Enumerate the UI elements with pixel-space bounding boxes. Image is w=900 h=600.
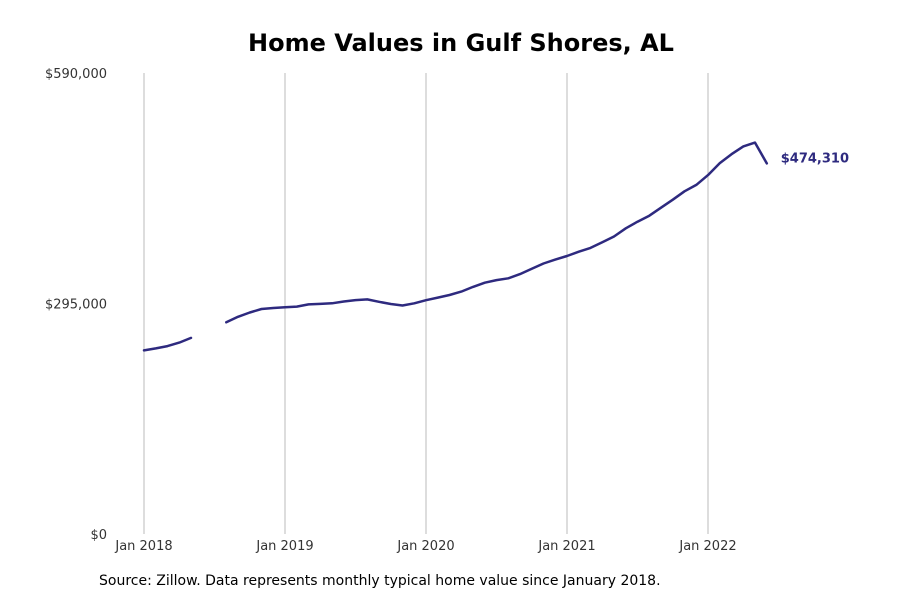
y-tick-label: $295,000 [45, 298, 107, 313]
x-tick-label: Jan 2018 [114, 539, 172, 554]
source-note: Source: Zillow. Data represents monthly … [99, 573, 661, 589]
series-line-segment [225, 141, 769, 324]
y-axis-tick-labels: $0 $295,000 $590,000 [45, 67, 107, 543]
x-tick-label: Jan 2020 [396, 539, 454, 554]
x-gridlines [143, 73, 709, 534]
x-tick-label: Jan 2019 [255, 539, 313, 554]
chart-title: Home Values in Gulf Shores, AL [248, 29, 674, 57]
x-tick-label: Jan 2021 [537, 539, 595, 554]
x-tick-label: Jan 2022 [678, 539, 736, 554]
series-line-group [142, 141, 769, 352]
end-value-label: $474,310 [781, 151, 849, 166]
y-tick-label: $590,000 [45, 67, 107, 82]
x-axis-tick-labels: Jan 2018 Jan 2019 Jan 2020 Jan 2021 Jan 2022 [114, 539, 736, 554]
series-line-segment [142, 336, 193, 352]
y-tick-label: $0 [90, 528, 107, 543]
